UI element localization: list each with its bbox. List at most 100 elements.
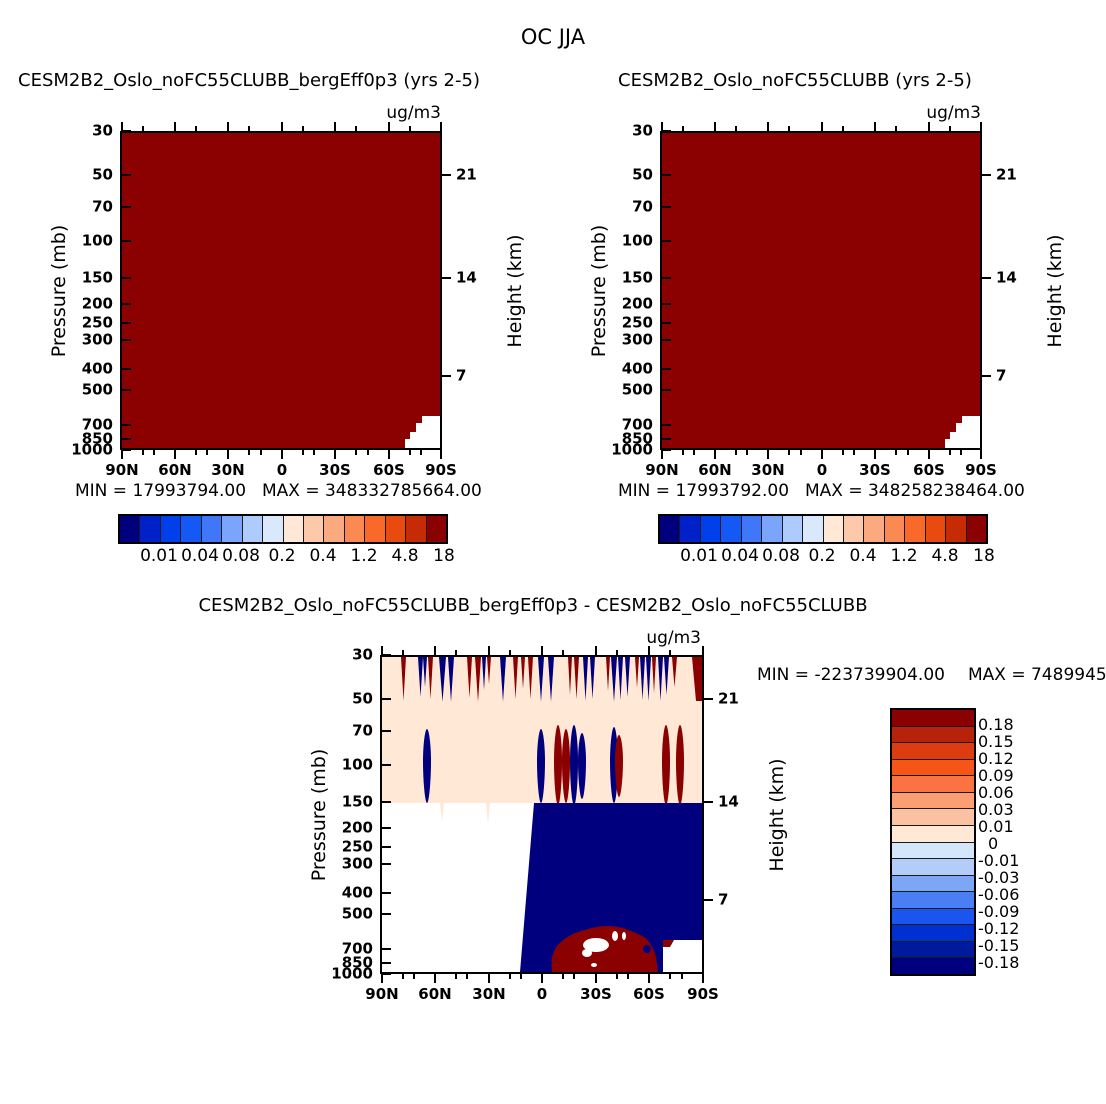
pressure-tick-label: 250 [341, 837, 373, 856]
colorbar-tick-label: 0.01 [680, 546, 718, 566]
colorbar-swatch [263, 516, 284, 542]
max-label-top-right: MAX = 348258238464.00 [805, 481, 1025, 501]
height-tick-label: 14 [718, 792, 739, 811]
pressure-tick-label: 1000 [611, 440, 653, 459]
pressure-tick-label: 500 [621, 380, 653, 399]
colorbar-swatch [762, 516, 783, 542]
lat-tick-label: 60S [373, 461, 405, 479]
colorbar-tick-label: 1.2 [350, 546, 378, 566]
colorbar-tick-label: 4.8 [931, 546, 959, 566]
pressure-tick-label: 1000 [331, 964, 373, 983]
colorbar-swatch [120, 516, 141, 542]
colorbar-swatch [892, 792, 974, 810]
colorbar-tick-label: 0.09 [978, 766, 1014, 785]
pressure-tick-label: 50 [632, 165, 653, 184]
pressure-tick-label: 250 [621, 313, 653, 332]
height-tick-label: 14 [456, 268, 477, 287]
colorbar-tick-label: 0.06 [978, 783, 1014, 802]
lat-tick-label: 30S [319, 461, 351, 479]
max-label-top-left: MAX = 348332785664.00 [262, 481, 482, 501]
colorbar-tick-label: 0.01 [978, 817, 1014, 836]
pressure-tick-label: 250 [81, 313, 113, 332]
lat-tick-label: 90N [365, 985, 399, 1003]
height-tick-label: 7 [996, 366, 1007, 385]
colorbar-swatch [385, 516, 407, 542]
lat-tick-label: 0 [276, 461, 288, 479]
height-tick-label: 14 [996, 268, 1017, 287]
colorbar-swatch [782, 516, 804, 542]
height-tick-label: 21 [996, 165, 1017, 184]
lat-tick-label: 30N [211, 461, 245, 479]
figure-title: OC JJA [520, 25, 586, 49]
min-label-bottom-diff: MIN = -223739904.00 [757, 665, 945, 685]
pressure-tick-label: 400 [621, 359, 653, 378]
colorbar-swatch [680, 516, 701, 542]
colorbar-swatch [181, 516, 202, 542]
ylabel-bottom-diff: Pressure (mb) [308, 748, 330, 882]
colorbar-tick-label: 0.04 [721, 546, 759, 566]
pressure-tick-label: 850 [341, 953, 373, 972]
colorbar-swatch [892, 941, 974, 959]
colorbar-swatch [803, 516, 824, 542]
lat-tick-label: 30N [751, 461, 785, 479]
colorbar-swatch [721, 516, 742, 542]
units-label-top-left: ug/m3 [386, 103, 441, 123]
colorbar-tick-label: 0.04 [181, 546, 219, 566]
pressure-tick-label: 1000 [71, 440, 113, 459]
pressure-tick-label: 200 [81, 294, 113, 313]
colorbar-swatch [365, 516, 386, 542]
min-label-top-right: MIN = 17993792.00 [618, 481, 790, 501]
colorbar-tick-label: -0.06 [978, 885, 1020, 904]
lat-tick-label: 30N [472, 985, 506, 1003]
lat-tick-label: 90N [645, 461, 679, 479]
pressure-tick-label: 70 [352, 721, 373, 740]
min-label-top-left: MIN = 17993794.00 [75, 481, 247, 501]
units-label-bottom-diff: ug/m3 [646, 628, 701, 648]
y2label-bottom-diff: Height (km) [766, 758, 788, 872]
lat-tick-label: 90S [425, 461, 457, 479]
lat-tick-label: 60N [418, 985, 452, 1003]
pressure-tick-label: 500 [341, 904, 373, 923]
colorbar-swatch [892, 859, 974, 876]
colorbar-swatch [222, 516, 243, 542]
pressure-tick-label: 850 [621, 429, 653, 448]
colorbar-swatch [242, 516, 264, 542]
lat-tick-label: 0 [816, 461, 828, 479]
colorbar-swatch [426, 516, 446, 542]
colorbar-tick-label: 0.03 [978, 800, 1014, 819]
colorbar-tick-label: 1.2 [890, 546, 918, 566]
colorbar-swatch [823, 516, 844, 542]
pressure-tick-label: 50 [92, 165, 113, 184]
panel-title-bottom-diff: CESM2B2_Oslo_noFC55CLUBB_bergEff0p3 - CE… [198, 595, 868, 616]
colorbar-swatch [700, 516, 722, 542]
colorbar-swatch [892, 875, 974, 893]
y2label-top-left: Height (km) [504, 234, 526, 348]
colorbar-tick-label: 0.18 [978, 715, 1014, 734]
lat-tick-label: 60S [913, 461, 945, 479]
colorbar-tick-label: 0.4 [309, 546, 337, 566]
colorbar-tick-label: -0.12 [978, 919, 1020, 938]
lat-tick-label: 60S [633, 985, 665, 1003]
pressure-tick-label: 50 [352, 689, 373, 708]
colorbar-tick-label: 18 [973, 546, 995, 566]
pressure-tick-label: 700 [81, 415, 113, 434]
pressure-tick-label: 400 [81, 359, 113, 378]
pressure-tick-label: 70 [632, 197, 653, 216]
pressure-tick-label: 100 [81, 231, 113, 250]
units-label-top-right: ug/m3 [926, 103, 981, 123]
lat-tick-label: 90S [687, 985, 719, 1003]
colorbar-tick-label: 0.08 [762, 546, 800, 566]
pressure-tick-label: 300 [81, 330, 113, 349]
pressure-tick-label: 30 [92, 121, 113, 140]
colorbar-swatch [892, 743, 974, 760]
colorbar-bottom-diff [890, 708, 976, 976]
pressure-tick-label: 30 [632, 121, 653, 140]
lat-tick-label: 60N [698, 461, 732, 479]
colorbar-swatch [946, 516, 967, 542]
colorbar-swatch [892, 776, 974, 793]
colorbar-swatch [660, 516, 681, 542]
colorbar-swatch [892, 759, 974, 777]
colorbar-swatch [344, 516, 366, 542]
pressure-tick-label: 400 [341, 883, 373, 902]
